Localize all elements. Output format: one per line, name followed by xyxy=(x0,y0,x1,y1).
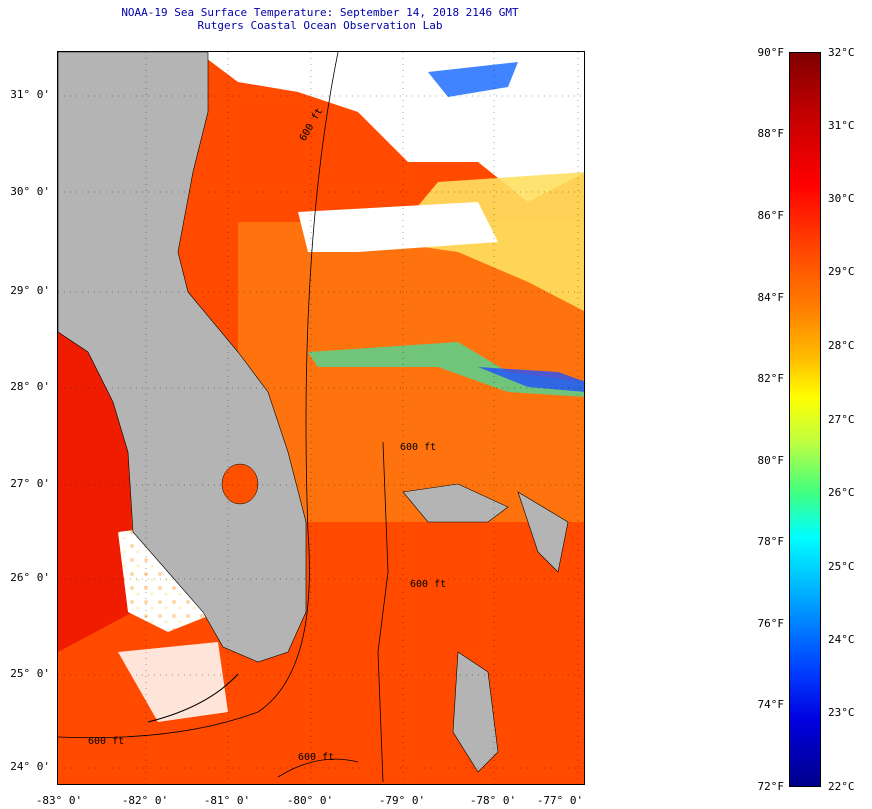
lon-label: -77° 0' xyxy=(536,794,584,807)
colorbar-f-label: 84°F xyxy=(757,291,785,304)
cloud-patch-central xyxy=(298,202,498,252)
lat-label: 28° 0' xyxy=(10,380,50,393)
sst-map-canvas: 600 ft 600 ft 600 ft 600 ft 600 ft xyxy=(58,52,584,784)
lat-label: 25° 0' xyxy=(10,667,50,680)
colorbar-c-label: 27°C xyxy=(828,413,855,426)
colorbar-f-label: 78°F xyxy=(757,535,785,548)
colorbar-c-label: 28°C xyxy=(828,339,855,352)
colorbar-f-label: 74°F xyxy=(757,698,785,711)
colorbar-f-label: 90°F xyxy=(757,46,785,59)
colorbar-f-label: 80°F xyxy=(757,454,785,467)
lon-label: -83° 0' xyxy=(35,794,83,807)
bahamas-grand-bahama xyxy=(402,483,509,523)
colorbar-f-label: 86°F xyxy=(757,209,785,222)
colorbar-f-label: 72°F xyxy=(757,780,785,793)
colorbar-c-label: 30°C xyxy=(828,192,855,205)
colorbar-c-label: 32°C xyxy=(828,46,855,59)
cool-water-streak xyxy=(308,342,584,397)
colorbar-c-label: 26°C xyxy=(828,486,855,499)
bahamas-andros xyxy=(452,651,499,773)
contour-label: 600 ft xyxy=(88,736,124,747)
colorbar-c-label: 24°C xyxy=(828,633,855,646)
lat-label: 24° 0' xyxy=(10,760,50,773)
lon-label: -78° 0' xyxy=(469,794,517,807)
lon-label: -79° 0' xyxy=(378,794,426,807)
cool-water-streak-blue xyxy=(478,367,584,392)
contour-label: 600 ft xyxy=(410,579,446,590)
colorbar-c-label: 23°C xyxy=(828,706,855,719)
cool-water-north xyxy=(428,62,518,97)
lat-label: 30° 0' xyxy=(10,185,50,198)
colorbar-f-label: 76°F xyxy=(757,617,785,630)
colorbar-c-label: 31°C xyxy=(828,119,855,132)
depth-contour-east xyxy=(377,441,389,783)
depth-contour-south xyxy=(277,758,359,778)
lat-label: 31° 0' xyxy=(10,88,50,101)
lat-label: 26° 0' xyxy=(10,571,50,584)
lon-label: -82° 0' xyxy=(121,794,169,807)
colorbar-f-label: 82°F xyxy=(757,372,785,385)
florida-keys xyxy=(147,673,239,723)
colorbar-c-label: 22°C xyxy=(828,780,855,793)
sst-map: 600 ft 600 ft 600 ft 600 ft 600 ft xyxy=(57,51,585,785)
contour-label: 600 ft xyxy=(400,442,436,453)
temperature-colorbar xyxy=(789,52,821,787)
map-title: NOAA-19 Sea Surface Temperature: Septemb… xyxy=(121,6,519,19)
contour-label: 600 ft xyxy=(298,752,334,763)
graticule xyxy=(58,52,584,784)
map-subtitle: Rutgers Coastal Ocean Observation Lab xyxy=(197,19,443,32)
colorbar-f-label: 88°F xyxy=(757,127,785,140)
depth-contour-west xyxy=(58,52,339,739)
lake-okeechobee xyxy=(221,463,259,505)
lon-label: -80° 0' xyxy=(286,794,334,807)
colorbar-c-label: 29°C xyxy=(828,265,855,278)
lat-label: 29° 0' xyxy=(10,284,50,297)
lon-label: -81° 0' xyxy=(203,794,251,807)
colorbar-c-label: 25°C xyxy=(828,560,855,573)
bahamas-abaco xyxy=(517,491,569,573)
florida-land xyxy=(58,52,307,663)
lat-label: 27° 0' xyxy=(10,477,50,490)
